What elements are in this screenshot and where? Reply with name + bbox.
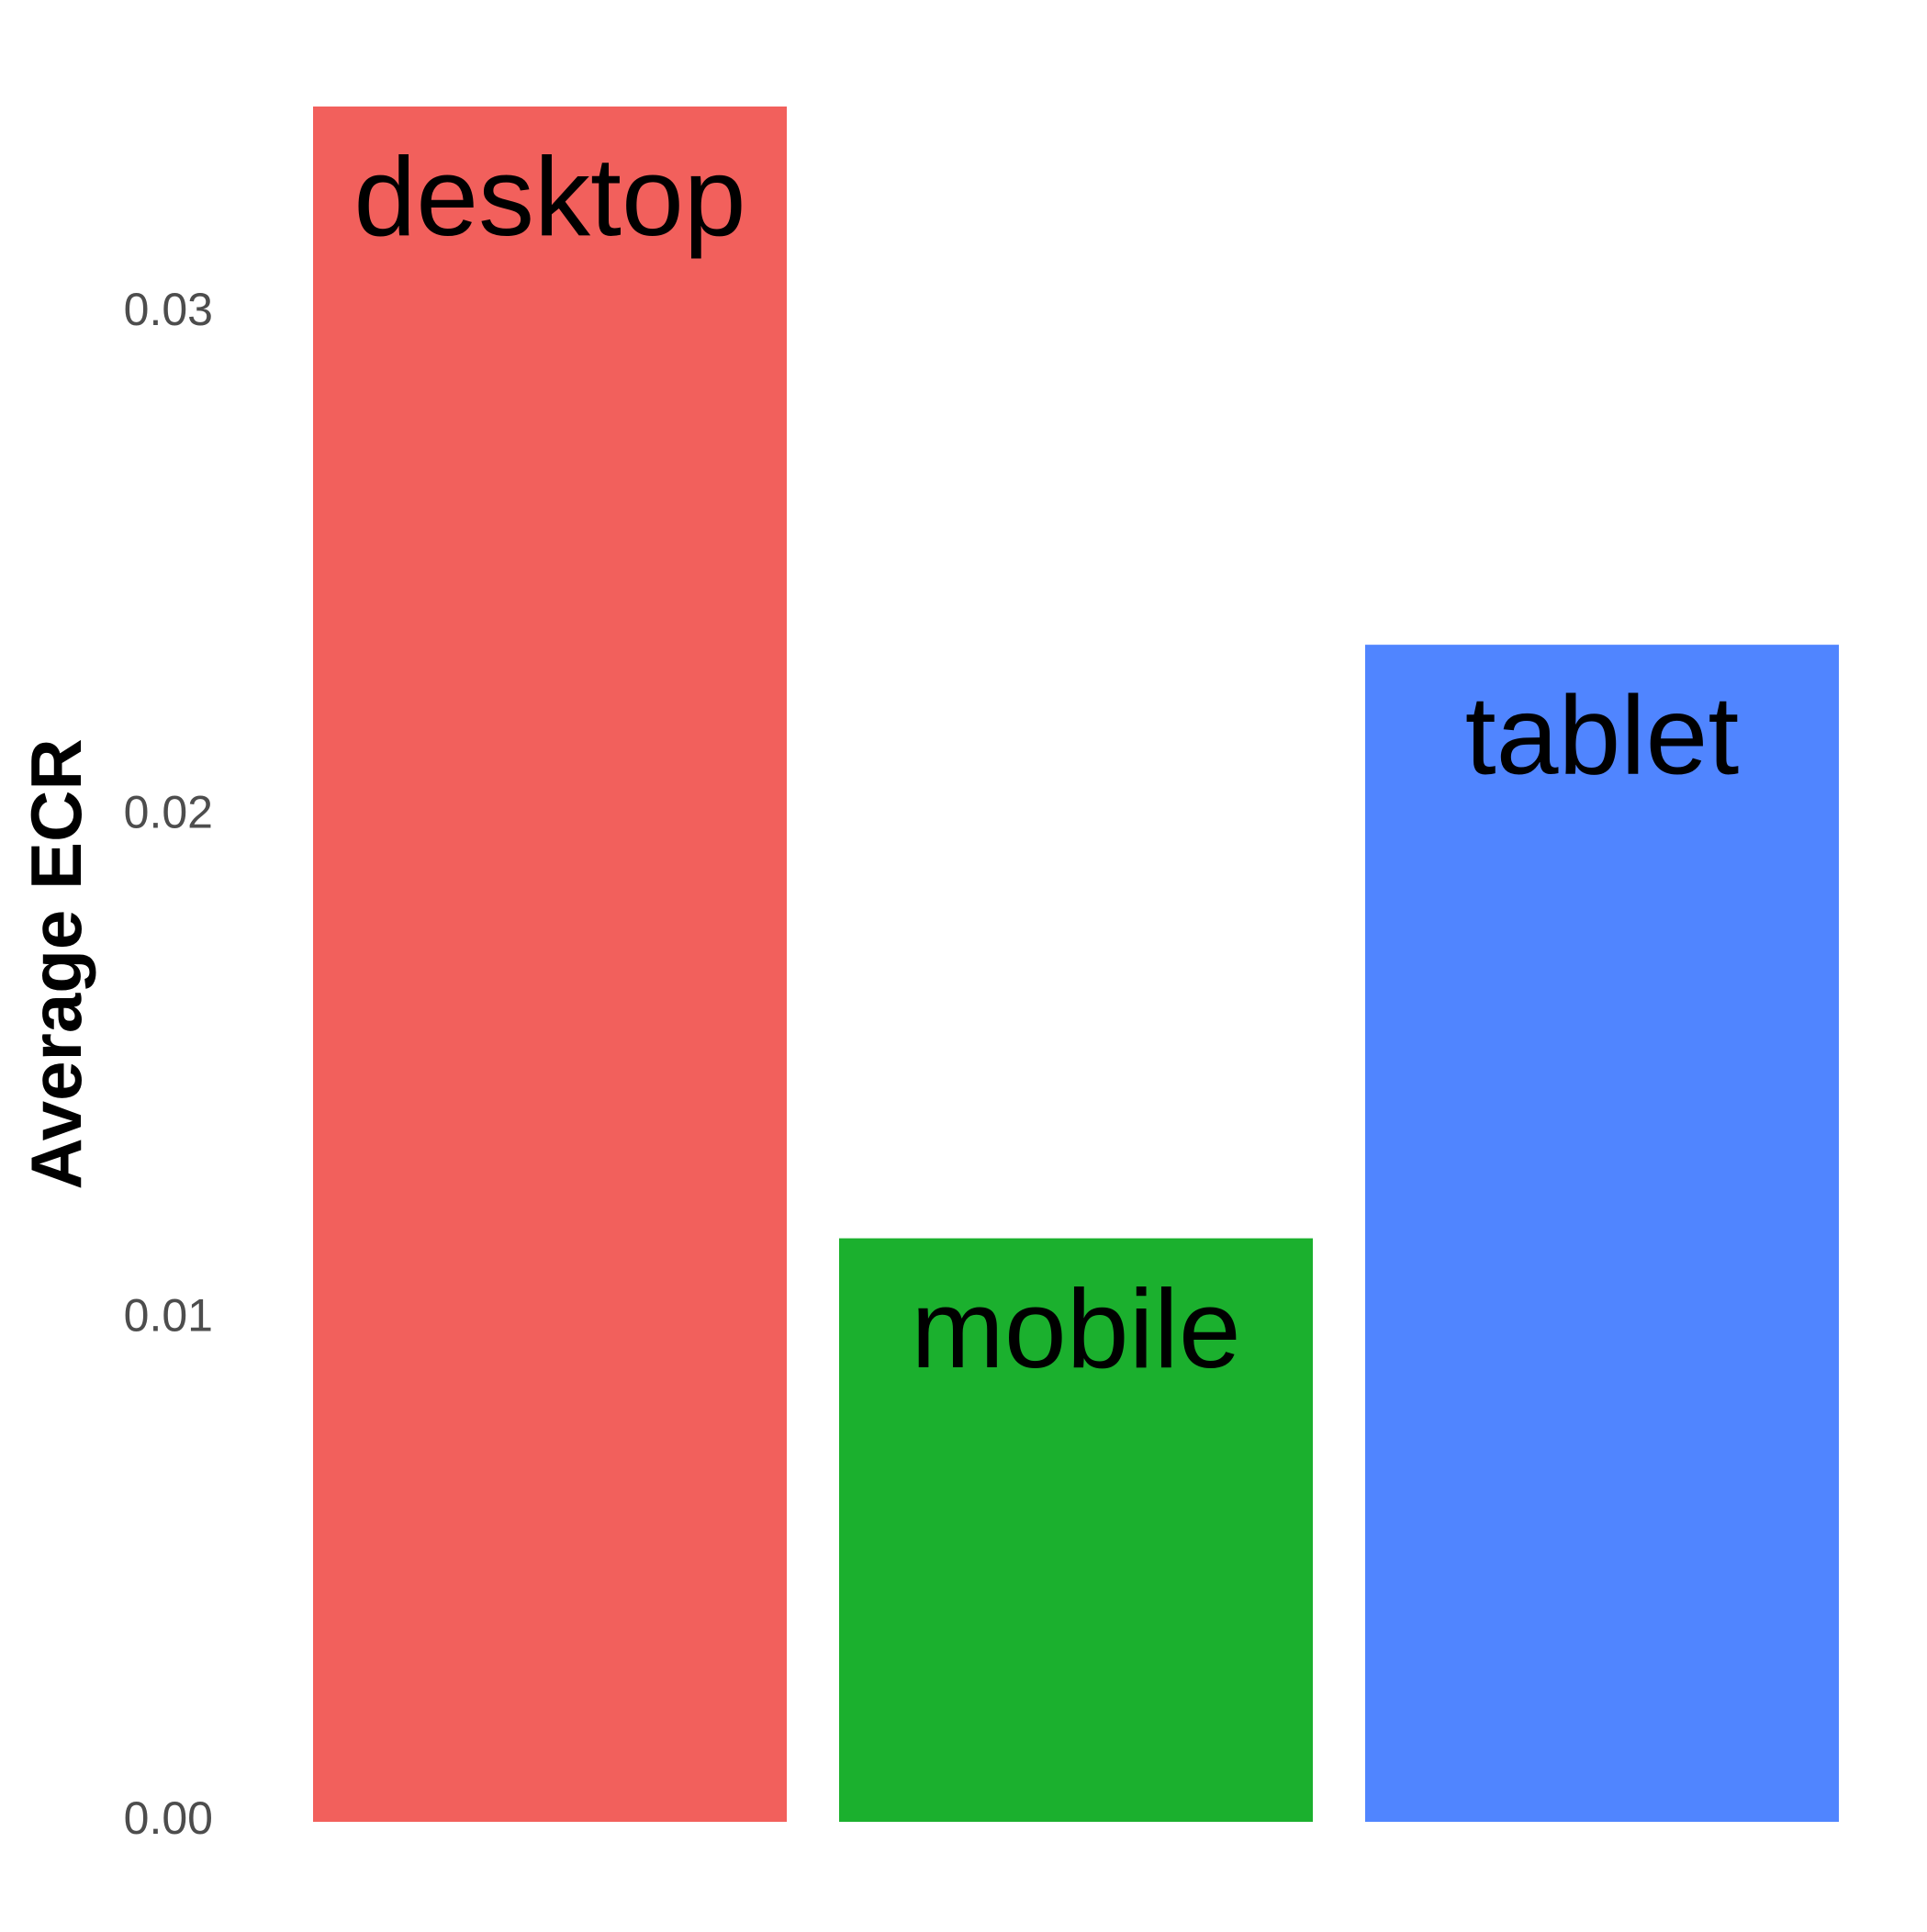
y-tick-label: 0.01	[124, 1289, 213, 1341]
bar-labels: desktop mobile tablet	[353, 134, 1739, 1391]
y-tick-label: 0.02	[124, 787, 213, 838]
y-tick-label: 0.03	[124, 284, 213, 335]
y-tick-label: 0.00	[124, 1792, 213, 1844]
y-axis-label: Average ECR	[16, 738, 96, 1189]
bar-label-mobile: mobile	[911, 1266, 1240, 1391]
bar-tablet	[1365, 645, 1839, 1822]
bar-label-tablet: tablet	[1465, 672, 1739, 797]
y-axis-ticks: 0.00 0.01 0.02 0.03	[124, 284, 213, 1844]
bars	[313, 107, 1839, 1822]
bar-label-desktop: desktop	[353, 134, 745, 259]
bar-mobile	[839, 1238, 1313, 1822]
bar-desktop	[313, 107, 787, 1822]
